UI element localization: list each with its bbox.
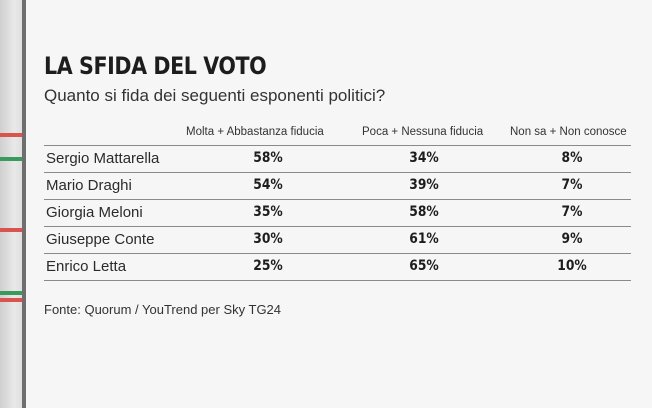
table-rule bbox=[44, 226, 631, 227]
table-cell-unknown: 8% bbox=[561, 150, 583, 166]
table-row-name: Giorgia Meloni bbox=[46, 204, 143, 221]
left-edge-divider bbox=[22, 0, 26, 408]
table-row-name: Enrico Letta bbox=[46, 258, 127, 275]
table-row-name: Sergio Mattarella bbox=[46, 150, 160, 167]
column-header-trust: Molta + Abbastanza fiducia bbox=[186, 126, 324, 138]
flag-red-stripe-top bbox=[0, 133, 24, 137]
table-cell-trust: 35% bbox=[253, 204, 283, 220]
flag-red-stripe-middle bbox=[0, 228, 24, 232]
table-cell-distrust: 61% bbox=[409, 231, 439, 247]
table-rule bbox=[44, 280, 631, 281]
table-rule bbox=[44, 253, 631, 254]
table-rule bbox=[44, 172, 631, 173]
table-cell-distrust: 34% bbox=[409, 150, 439, 166]
table-cell-unknown: 10% bbox=[557, 258, 587, 274]
flag-green-stripe-top bbox=[0, 157, 24, 161]
table-cell-trust: 54% bbox=[253, 177, 283, 193]
left-edge-strip bbox=[0, 0, 24, 408]
graphic-panel bbox=[26, 0, 652, 408]
table-cell-trust: 30% bbox=[253, 231, 283, 247]
column-header-distrust: Poca + Nessuna fiducia bbox=[362, 126, 484, 138]
chart-title: LA SFIDA DEL VOTO bbox=[44, 52, 267, 80]
table-cell-distrust: 65% bbox=[409, 258, 439, 274]
table-row-name: Mario Draghi bbox=[46, 177, 132, 194]
table-row-name: Giuseppe Conte bbox=[46, 231, 155, 248]
table-cell-unknown: 7% bbox=[561, 177, 583, 193]
table-cell-distrust: 39% bbox=[409, 177, 439, 193]
table-rule bbox=[44, 199, 631, 200]
table-rule bbox=[44, 145, 631, 146]
table-cell-trust: 25% bbox=[253, 258, 283, 274]
flag-red-stripe-bottom bbox=[0, 298, 24, 302]
table-cell-unknown: 7% bbox=[561, 204, 583, 220]
source-note: Fonte: Quorum / YouTrend per Sky TG24 bbox=[44, 302, 282, 317]
table-cell-distrust: 58% bbox=[409, 204, 439, 220]
flag-green-stripe-bottom bbox=[0, 291, 24, 295]
chart-subtitle: Quanto si fida dei seguenti esponenti po… bbox=[44, 86, 386, 105]
table-cell-trust: 58% bbox=[253, 150, 283, 166]
column-header-unknown: Non sa + Non conosce bbox=[510, 126, 627, 138]
table-cell-unknown: 9% bbox=[561, 231, 583, 247]
